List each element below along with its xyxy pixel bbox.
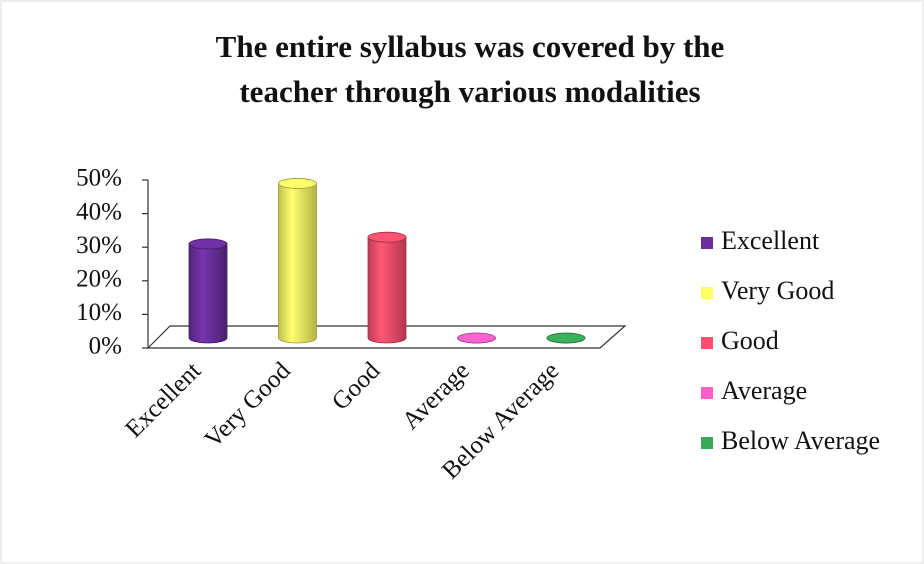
y-tick-label: 30%: [76, 232, 122, 259]
y-tick-label: 10%: [76, 299, 122, 326]
bar: [188, 243, 228, 344]
bar-top: [457, 332, 496, 344]
bar-top: [546, 332, 586, 344]
legend-swatch: [701, 337, 713, 349]
legend-swatch: [701, 437, 713, 449]
y-tick-label: 40%: [76, 198, 122, 225]
chart-title: teacher through various modalities: [239, 74, 700, 109]
legend-swatch: [701, 287, 713, 299]
legend-label: Below Average: [721, 426, 880, 455]
chart-title: The entire syllabus was covered by the: [216, 29, 725, 64]
legend-label: Good: [721, 326, 779, 355]
y-tick-label: 20%: [76, 266, 122, 293]
legend-swatch: [701, 387, 713, 399]
legend-label: Average: [721, 376, 807, 405]
bar-top: [367, 231, 407, 243]
bar-top: [188, 238, 228, 250]
legend-label: Very Good: [721, 276, 834, 305]
bar: [278, 183, 317, 344]
bar-top: [278, 178, 317, 189]
y-tick-label: 0%: [89, 333, 122, 360]
y-tick-label: 50%: [76, 165, 122, 192]
legend-label: Excellent: [721, 226, 820, 255]
legend-swatch: [701, 237, 713, 249]
bar: [367, 236, 407, 344]
